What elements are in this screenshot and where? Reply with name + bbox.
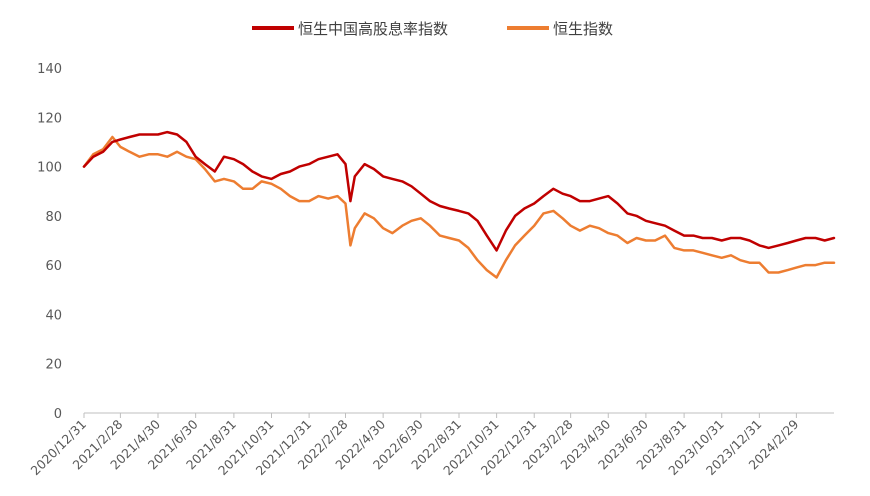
legend: 恒生中国高股息率指数 恒生指数 <box>252 20 613 38</box>
y-tick-label: 120 <box>37 111 62 126</box>
y-tick-label: 140 <box>37 62 62 77</box>
series-group <box>82 130 836 279</box>
y-tick-label: 80 <box>45 210 62 225</box>
x-axis: 2020/12/312021/2/282021/4/302021/6/30202… <box>28 412 834 478</box>
y-tick-label: 0 <box>54 407 62 422</box>
y-tick-label: 40 <box>45 308 62 323</box>
y-tick-label: 60 <box>45 259 62 274</box>
legend-label-1: 恒生中国高股息率指数 <box>298 20 448 38</box>
series-line-1 <box>82 130 836 252</box>
series-line-2 <box>82 135 836 279</box>
y-axis: 0 20 40 60 80 100 120 140 <box>37 62 62 422</box>
y-tick-label: 20 <box>45 358 62 373</box>
y-tick-label: 100 <box>37 161 62 176</box>
legend-label-2: 恒生指数 <box>553 20 613 38</box>
